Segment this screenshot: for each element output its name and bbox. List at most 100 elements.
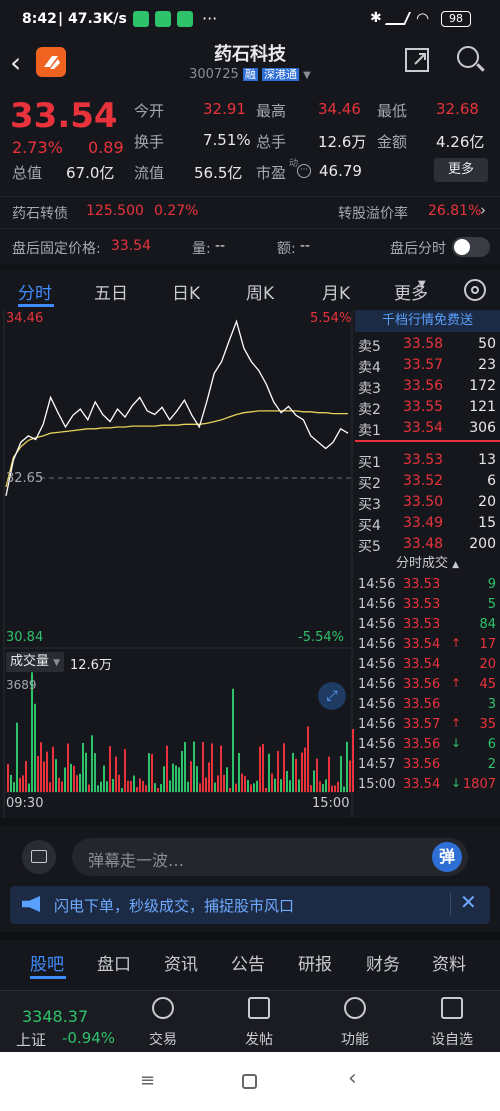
tick-volume: 35 [479, 717, 496, 732]
intraday-chart[interactable] [0, 310, 354, 818]
chevron-down-icon[interactable]: ▼ [303, 70, 311, 81]
nav-function[interactable]: 功能 [315, 991, 395, 1053]
volume-bar [247, 780, 249, 792]
back-icon[interactable]: ‹ [10, 46, 22, 79]
info-tab-4[interactable]: 研报 [298, 955, 332, 975]
expand-icon[interactable]: ⤢ [318, 682, 346, 710]
after-vol-label: 量: [192, 241, 211, 257]
status-bar: 8:42 | 47.3K/s ··· ✱ ◠ 98 [0, 0, 500, 40]
info-tab-3[interactable]: 公告 [231, 955, 265, 975]
volume-bar [193, 741, 195, 792]
volume-bar [154, 783, 156, 792]
tab-1[interactable]: 五日 [94, 284, 128, 304]
book-level: 买4 [358, 518, 381, 534]
volume-bar [220, 745, 222, 792]
back-nav-icon[interactable]: ‹ [348, 1066, 357, 1091]
volume-bar [25, 760, 27, 792]
volume-bar [124, 749, 126, 792]
share-icon[interactable] [405, 48, 429, 72]
volume-bar [34, 703, 36, 792]
after-hours-toggle[interactable] [452, 237, 490, 257]
promo-banner[interactable]: 闪电下单，秒级成交，捕捉股市风口 ✕ [10, 886, 490, 924]
settings-gear-icon[interactable] [464, 279, 486, 301]
book-row[interactable]: 卖4 33.57 23 [355, 355, 500, 376]
info-tab-0[interactable]: 股吧 [30, 955, 64, 975]
volume-bar [145, 785, 147, 792]
signal-icon [384, 12, 412, 25]
index-value[interactable]: 3348.37 [22, 1007, 89, 1026]
tab-2[interactable]: 日K [172, 284, 201, 304]
tick-time: 14:56 [358, 637, 396, 652]
tab-3[interactable]: 周K [246, 284, 275, 304]
more-button[interactable]: 更多 [434, 158, 488, 182]
danmu-settings-icon[interactable] [22, 840, 56, 874]
book-row[interactable]: 买2 33.52 6 [355, 471, 500, 492]
tab-5[interactable]: 更多 [394, 284, 428, 304]
tick-row: 14:56 33.53 9 [355, 575, 500, 595]
book-row[interactable]: 卖1 33.54 306 [355, 418, 500, 439]
ticks-header[interactable]: 分时成交 ▲ [395, 556, 460, 571]
volume-bar [235, 783, 237, 792]
info-tab-5[interactable]: 财务 [366, 955, 400, 975]
info-tab-2[interactable]: 资讯 [164, 955, 198, 975]
tick-volume: 45 [479, 677, 496, 692]
book-promo[interactable]: 千档行情免费送 [355, 310, 500, 332]
volume-bar [58, 777, 60, 792]
nav-post[interactable]: 发帖 [219, 991, 299, 1053]
home-icon[interactable] [242, 1074, 257, 1089]
book-row[interactable]: 卖2 33.55 121 [355, 397, 500, 418]
tick-volume: 20 [479, 657, 496, 672]
close-icon[interactable]: ✕ [460, 890, 477, 914]
info-tab-6[interactable]: 资料 [432, 955, 466, 975]
volume-bar [79, 773, 81, 792]
quote-field-value: 32.68 [436, 100, 479, 118]
volume-bar [52, 746, 54, 792]
danmu-send-button[interactable]: 弹 [432, 842, 462, 872]
nav-label: 交易 [149, 1032, 177, 1048]
book-row[interactable]: 买1 33.53 13 [355, 450, 500, 471]
margin-badge: 融 [242, 68, 258, 81]
indicator-select[interactable]: 成交量 ▼ [6, 652, 65, 672]
change-percent: 2.73% [12, 138, 63, 157]
volume-bar [301, 752, 303, 792]
tick-direction: ↑ [451, 716, 462, 730]
volume-bar [70, 763, 72, 792]
tab-4[interactable]: 月K [322, 284, 351, 304]
book-row[interactable]: 买3 33.50 20 [355, 492, 500, 513]
volume-bar [109, 746, 111, 792]
book-row[interactable]: 买5 33.48 200 [355, 534, 500, 555]
volume-bar [160, 784, 162, 792]
volume-bar [142, 780, 144, 792]
book-volume: 121 [469, 399, 496, 415]
avg-price-line [5, 410, 348, 488]
tick-time: 14:56 [358, 657, 396, 672]
volume-bar [313, 770, 315, 792]
nav-watchlist[interactable]: 设自选 [412, 991, 492, 1053]
tick-time: 14:56 [358, 717, 396, 732]
stock-name: 药石科技 [214, 44, 286, 65]
volume-bar [322, 784, 324, 792]
volume-bar [76, 775, 78, 792]
tick-volume: 9 [487, 577, 496, 592]
book-level: 卖4 [358, 360, 381, 376]
book-row[interactable]: 卖3 33.56 172 [355, 376, 500, 397]
book-row[interactable]: 买4 33.49 15 [355, 513, 500, 534]
market-cap-value: 67.0亿 [66, 164, 115, 182]
quote-field-value: 4.26亿 [436, 133, 485, 151]
pe-value: 46.79 [319, 162, 362, 180]
info-icon[interactable]: ··· [297, 164, 311, 178]
book-row[interactable]: 卖5 33.58 50 [355, 334, 500, 355]
info-tab-1[interactable]: 盘口 [97, 955, 131, 975]
book-price: 33.54 [403, 420, 444, 436]
volume-bar [229, 787, 231, 792]
danmu-input[interactable]: 弹幕走一波… 弹 [72, 838, 468, 876]
volume-bar [100, 781, 102, 792]
nav-trade[interactable]: 交易 [123, 991, 203, 1053]
stock-header: ‹ 药石科技 300725 融 深港通 ▼ [0, 40, 500, 90]
search-icon[interactable] [457, 46, 479, 68]
volume-bar [304, 747, 306, 792]
nav-label: 发帖 [245, 1032, 273, 1048]
convertible-bond-row[interactable]: 药石转债 125.500 0.27% 转股溢价率 26.81% › [0, 196, 500, 228]
tab-0[interactable]: 分时 [18, 284, 52, 304]
menu-icon[interactable]: ≡ [140, 1070, 156, 1091]
